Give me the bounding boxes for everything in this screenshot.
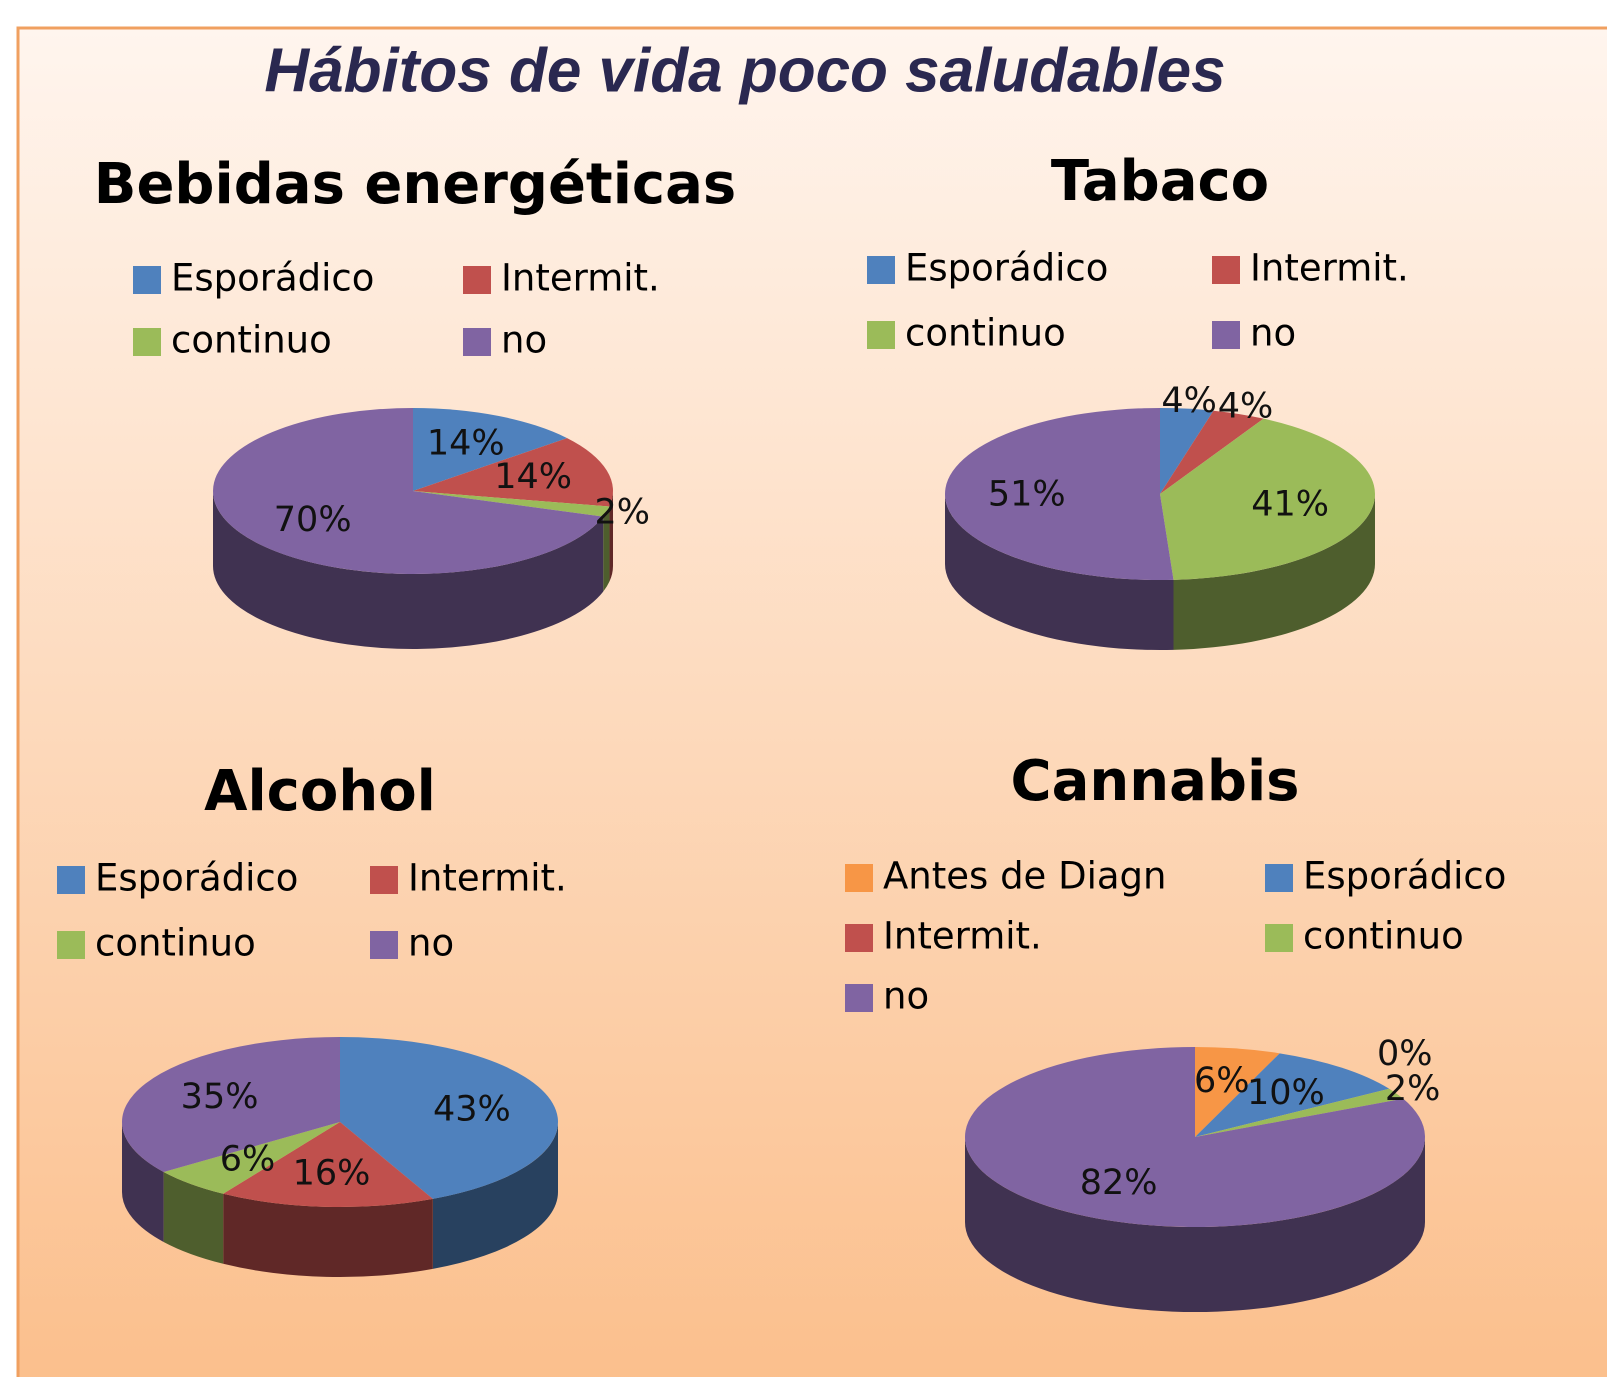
data-label: 0%	[1377, 1034, 1433, 1074]
pie-slice	[121, 1037, 340, 1172]
pie-slice	[965, 1047, 1425, 1227]
legend-label: Esporádico	[95, 857, 298, 900]
pie-side	[163, 1171, 224, 1264]
legend-label: Intermit.	[1250, 247, 1409, 290]
pie-slice	[163, 1122, 340, 1194]
data-label: 43%	[433, 1090, 511, 1130]
legend-swatch	[1265, 924, 1293, 952]
pie-slice	[1195, 1088, 1404, 1137]
page-title: Hábitos de vida poco saludables	[264, 36, 1225, 105]
pie-side	[945, 494, 1174, 650]
legend-swatch	[1265, 864, 1293, 892]
pie-side	[223, 1193, 433, 1277]
legend-swatch	[370, 931, 398, 959]
legend-label: continuo	[1303, 915, 1464, 958]
legend-swatch	[867, 321, 895, 349]
chart-title: Alcohol	[204, 759, 436, 824]
pie-side	[432, 1122, 558, 1269]
legend-label: Intermit.	[501, 257, 660, 300]
legend-swatch	[463, 266, 491, 294]
pie-slice	[340, 1037, 558, 1199]
legend-label: Esporádico	[1303, 855, 1506, 898]
legend-swatch	[867, 256, 895, 284]
pie-slice	[1195, 1047, 1280, 1137]
data-label: 4%	[1161, 381, 1217, 421]
legend-swatch	[845, 924, 873, 952]
pie-slice	[413, 438, 613, 507]
legend-swatch	[133, 328, 161, 356]
chart-title: Cannabis	[1010, 749, 1299, 814]
pie-slice	[945, 408, 1174, 580]
legend-swatch	[1212, 256, 1240, 284]
chart-title: Bebidas energéticas	[94, 152, 736, 217]
pie-slice	[213, 408, 604, 574]
chart-title: Tabaco	[1051, 149, 1269, 214]
data-label: 2%	[1385, 1069, 1441, 1109]
data-label: 4%	[1218, 387, 1274, 427]
pie-slice	[413, 491, 610, 517]
data-label: 6%	[1194, 1061, 1250, 1101]
pie-side	[965, 1137, 1425, 1312]
pie-slice	[1160, 410, 1264, 494]
legend-label: Esporádico	[171, 257, 374, 300]
legend-swatch	[57, 866, 85, 894]
legend-label: continuo	[171, 319, 332, 362]
pie-slice	[413, 408, 568, 491]
legend-label: no	[1250, 312, 1296, 355]
data-label: 51%	[988, 475, 1066, 515]
legend-label: Intermit.	[883, 915, 1042, 958]
legend-label: continuo	[95, 922, 256, 965]
pie-side	[603, 506, 610, 592]
data-label: 14%	[427, 423, 505, 463]
legend-label: Intermit.	[408, 857, 567, 900]
data-label: 2%	[594, 492, 650, 532]
pie-slice	[1160, 408, 1214, 494]
data-label: 41%	[1251, 485, 1329, 525]
data-label: 10%	[1247, 1073, 1325, 1113]
pie-side	[212, 491, 604, 649]
legend-label: no	[408, 922, 454, 965]
data-label: 14%	[494, 457, 572, 497]
pie-side	[122, 1122, 164, 1242]
legend-label: no	[883, 975, 929, 1018]
legend-swatch	[57, 931, 85, 959]
legend-swatch	[845, 984, 873, 1012]
legend-label: Antes de Diagn	[883, 855, 1166, 898]
pie-slice	[223, 1122, 433, 1207]
legend-swatch	[133, 266, 161, 294]
legend-label: no	[501, 319, 547, 362]
legend-swatch	[845, 864, 873, 892]
data-label: 70%	[274, 500, 352, 540]
legend-label: continuo	[905, 312, 1066, 355]
legend-swatch	[370, 866, 398, 894]
data-label: 35%	[181, 1077, 259, 1117]
legend-swatch	[463, 328, 491, 356]
pie-slice	[1160, 418, 1375, 580]
data-label: 6%	[220, 1139, 276, 1179]
pie-slice	[1195, 1053, 1390, 1137]
legend-swatch	[1212, 321, 1240, 349]
data-label: 82%	[1080, 1163, 1158, 1203]
legend-label: Esporádico	[905, 247, 1108, 290]
pie-side	[609, 491, 613, 582]
data-label: 16%	[293, 1154, 371, 1194]
pie-side	[1173, 494, 1375, 650]
